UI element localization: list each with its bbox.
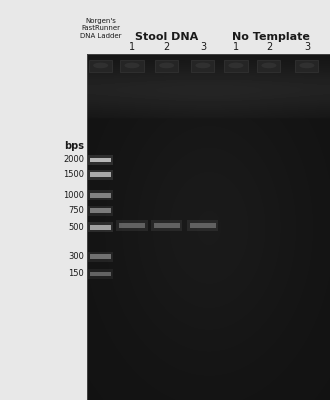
Text: 3: 3 — [200, 42, 206, 52]
Ellipse shape — [261, 63, 277, 68]
FancyBboxPatch shape — [119, 222, 145, 228]
FancyBboxPatch shape — [190, 222, 216, 228]
Ellipse shape — [124, 63, 140, 68]
Ellipse shape — [195, 63, 211, 68]
FancyBboxPatch shape — [154, 222, 180, 228]
FancyBboxPatch shape — [120, 60, 144, 72]
FancyBboxPatch shape — [295, 60, 318, 72]
FancyBboxPatch shape — [90, 225, 111, 230]
Ellipse shape — [228, 63, 244, 68]
Text: 300: 300 — [68, 252, 84, 261]
FancyBboxPatch shape — [90, 172, 111, 177]
Text: 1500: 1500 — [63, 170, 84, 179]
Ellipse shape — [93, 63, 108, 68]
FancyBboxPatch shape — [116, 220, 148, 230]
Text: 3: 3 — [304, 42, 310, 52]
Text: 2: 2 — [164, 42, 170, 52]
FancyBboxPatch shape — [90, 158, 111, 162]
FancyBboxPatch shape — [151, 220, 182, 230]
FancyBboxPatch shape — [155, 60, 178, 72]
FancyBboxPatch shape — [88, 206, 114, 216]
FancyBboxPatch shape — [88, 190, 114, 200]
Text: 500: 500 — [68, 223, 84, 232]
FancyBboxPatch shape — [88, 170, 114, 180]
Text: 2: 2 — [266, 42, 272, 52]
Text: 150: 150 — [68, 270, 84, 278]
Text: Norgen's
FastRunner
DNA Ladder: Norgen's FastRunner DNA Ladder — [80, 18, 121, 39]
Text: No Template: No Template — [232, 32, 310, 42]
Ellipse shape — [159, 63, 174, 68]
Ellipse shape — [299, 63, 314, 68]
Text: 1000: 1000 — [63, 191, 84, 200]
Text: 750: 750 — [68, 206, 84, 215]
Text: Stool DNA: Stool DNA — [135, 32, 198, 42]
FancyBboxPatch shape — [90, 193, 111, 198]
FancyBboxPatch shape — [224, 60, 248, 72]
FancyBboxPatch shape — [90, 254, 111, 259]
Text: 2000: 2000 — [63, 156, 84, 164]
Text: bps: bps — [64, 141, 84, 151]
FancyBboxPatch shape — [257, 60, 280, 72]
FancyBboxPatch shape — [88, 222, 114, 232]
FancyBboxPatch shape — [88, 252, 114, 262]
FancyBboxPatch shape — [89, 60, 112, 72]
FancyBboxPatch shape — [187, 220, 218, 230]
FancyBboxPatch shape — [88, 269, 114, 279]
FancyBboxPatch shape — [90, 272, 111, 276]
Text: 1: 1 — [233, 42, 239, 52]
FancyBboxPatch shape — [191, 60, 214, 72]
FancyBboxPatch shape — [88, 155, 114, 165]
FancyBboxPatch shape — [90, 208, 111, 213]
Text: 1: 1 — [129, 42, 135, 52]
